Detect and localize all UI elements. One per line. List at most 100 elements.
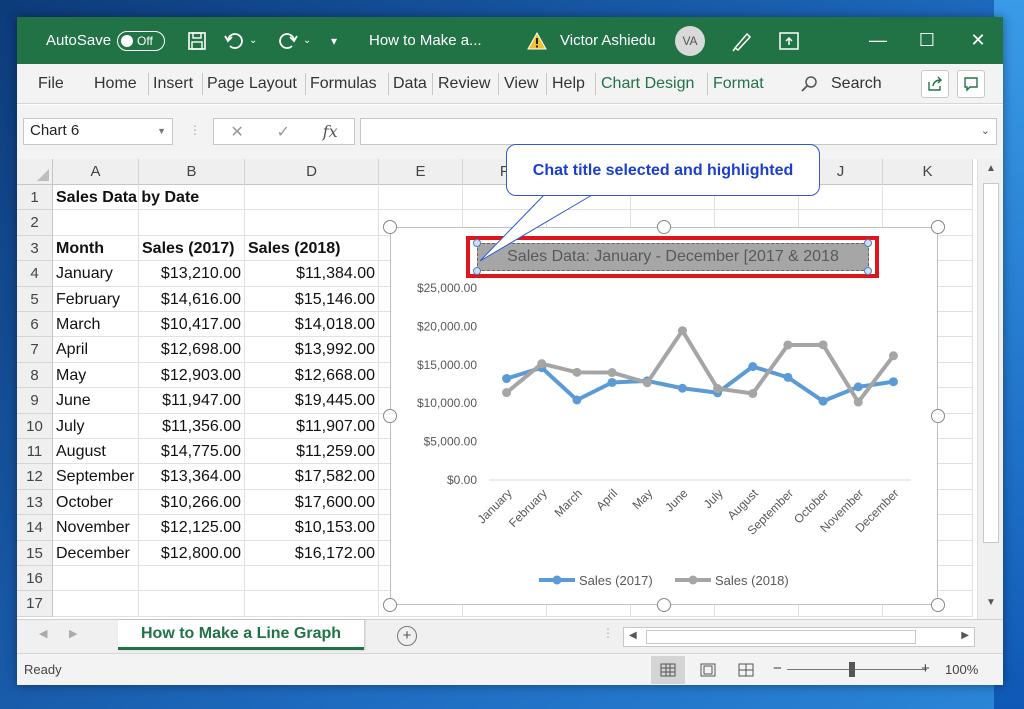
data-cell[interactable]: June	[53, 388, 139, 414]
cell[interactable]	[245, 210, 379, 236]
row-header[interactable]: 10	[17, 413, 53, 439]
row-header[interactable]: 16	[17, 566, 53, 592]
cell[interactable]	[631, 185, 715, 211]
autosave-control[interactable]: AutoSave Off	[46, 17, 166, 64]
user-name[interactable]: Victor Ashiedu	[560, 32, 656, 49]
tab-review[interactable]: Review	[438, 75, 491, 92]
next-sheet-icon[interactable]: ▶	[69, 628, 78, 640]
row-header[interactable]: 14	[17, 515, 53, 541]
minimize-icon[interactable]: —	[869, 30, 887, 50]
data-cell[interactable]: $12,668.00	[245, 362, 379, 389]
cell[interactable]	[245, 566, 379, 592]
formula-input[interactable]: ⌄	[360, 118, 997, 145]
data-cell[interactable]: $14,616.00	[139, 286, 245, 312]
title-handle[interactable]	[473, 239, 481, 247]
scroll-thumb[interactable]	[983, 183, 999, 543]
data-cell[interactable]: March	[53, 312, 139, 338]
data-cell[interactable]: $12,800.00	[139, 540, 245, 566]
data-cell[interactable]: $17,582.00	[245, 464, 379, 490]
data-cell[interactable]: $13,210.00	[139, 261, 245, 287]
redo-icon[interactable]: ⌄	[277, 17, 311, 64]
share-icon[interactable]	[921, 70, 949, 98]
row-header[interactable]: 12	[17, 464, 53, 490]
scroll-right-icon[interactable]: ▶	[961, 630, 969, 641]
header-cell[interactable]: Month	[53, 235, 139, 262]
sheet-tab-active[interactable]: How to Make a Line Graph	[118, 620, 364, 650]
column-header[interactable]: K	[883, 159, 973, 185]
scroll-left-icon[interactable]: ◀	[629, 630, 637, 641]
row-header[interactable]: 5	[17, 286, 53, 312]
line-chart[interactable]: $25,000.00 $20,000.00 $15,000.00 $10,000.00…	[390, 227, 938, 605]
expand-formula-icon[interactable]: ⌄	[980, 125, 990, 137]
tab-data[interactable]: Data	[393, 75, 427, 92]
cell[interactable]	[799, 185, 883, 211]
row-header[interactable]: 17	[17, 591, 53, 617]
cell[interactable]	[139, 591, 245, 617]
undo-icon[interactable]: ⌄	[223, 17, 257, 64]
column-header[interactable]: E	[379, 159, 463, 185]
data-cell[interactable]: $10,153.00	[245, 515, 379, 541]
tab-page-layout[interactable]: Page Layout	[207, 75, 297, 92]
row-header[interactable]: 7	[17, 337, 53, 363]
cell[interactable]	[883, 591, 973, 617]
row-header[interactable]: 3	[17, 235, 53, 262]
normal-view-icon[interactable]	[651, 656, 685, 684]
cell[interactable]	[53, 210, 139, 236]
data-cell[interactable]: $11,259.00	[245, 439, 379, 465]
ribbon-display-icon[interactable]	[779, 17, 799, 64]
data-cell[interactable]: February	[53, 286, 139, 312]
data-cell[interactable]: $12,698.00	[139, 337, 245, 363]
row-header[interactable]: 13	[17, 489, 53, 516]
chart-resize-handle[interactable]	[931, 598, 945, 612]
cell[interactable]	[245, 185, 379, 211]
cell[interactable]	[139, 566, 245, 592]
tab-splitter-icon[interactable]: ⋮	[602, 626, 614, 640]
pen-icon[interactable]	[731, 17, 753, 64]
row-header[interactable]: 15	[17, 540, 53, 566]
data-cell[interactable]: $10,266.00	[139, 489, 245, 516]
cell[interactable]	[53, 591, 139, 617]
data-cell[interactable]: $19,445.00	[245, 388, 379, 414]
name-box[interactable]: Chart 6 ▼	[23, 118, 173, 145]
data-cell[interactable]: $13,992.00	[245, 337, 379, 363]
cell[interactable]	[715, 185, 799, 211]
tab-view[interactable]: View	[504, 75, 539, 92]
tab-help[interactable]: Help	[552, 75, 585, 92]
insert-function-icon[interactable]: fx	[322, 122, 338, 141]
data-cell[interactable]: $12,125.00	[139, 515, 245, 541]
scroll-up-icon[interactable]: ▲	[986, 163, 996, 174]
cell[interactable]	[139, 185, 245, 211]
scroll-down-icon[interactable]: ▼	[986, 597, 996, 608]
data-cell[interactable]: $17,600.00	[245, 489, 379, 516]
prev-sheet-icon[interactable]: ◀	[39, 628, 48, 640]
tab-format[interactable]: Format	[713, 75, 764, 92]
data-cell[interactable]: January	[53, 261, 139, 287]
data-cell[interactable]: May	[53, 362, 139, 389]
zoom-out-icon[interactable]: −	[773, 660, 782, 677]
search-box[interactable]: Search	[831, 75, 882, 92]
chart-resize-handle[interactable]	[657, 598, 671, 612]
data-cell[interactable]: August	[53, 439, 139, 465]
redo-dropdown-icon[interactable]: ⌄	[303, 35, 312, 46]
data-cell[interactable]: $13,364.00	[139, 464, 245, 490]
chart-resize-handle[interactable]	[931, 220, 945, 234]
close-icon[interactable]: ✕	[970, 30, 986, 50]
zoom-slider[interactable]	[787, 669, 927, 670]
save-icon[interactable]	[187, 17, 207, 64]
chart-resize-handle[interactable]	[383, 220, 397, 234]
row-header[interactable]: 6	[17, 312, 53, 338]
row-header[interactable]: 11	[17, 439, 53, 465]
chart-title[interactable]: Sales Data: January - December [2017 & 2…	[477, 243, 869, 271]
page-layout-view-icon[interactable]	[691, 656, 725, 684]
zoom-slider-knob[interactable]	[849, 662, 855, 677]
warning-icon[interactable]	[527, 17, 547, 64]
data-cell[interactable]: $16,172.00	[245, 540, 379, 566]
row-header[interactable]: 2	[17, 210, 53, 236]
maximize-icon[interactable]: ☐	[918, 30, 936, 50]
chart-resize-handle[interactable]	[931, 409, 945, 423]
cell[interactable]	[139, 210, 245, 236]
cancel-icon[interactable]: ✕	[230, 123, 244, 141]
header-cell[interactable]: Sales (2018)	[245, 235, 379, 262]
title-handle[interactable]	[864, 267, 872, 275]
